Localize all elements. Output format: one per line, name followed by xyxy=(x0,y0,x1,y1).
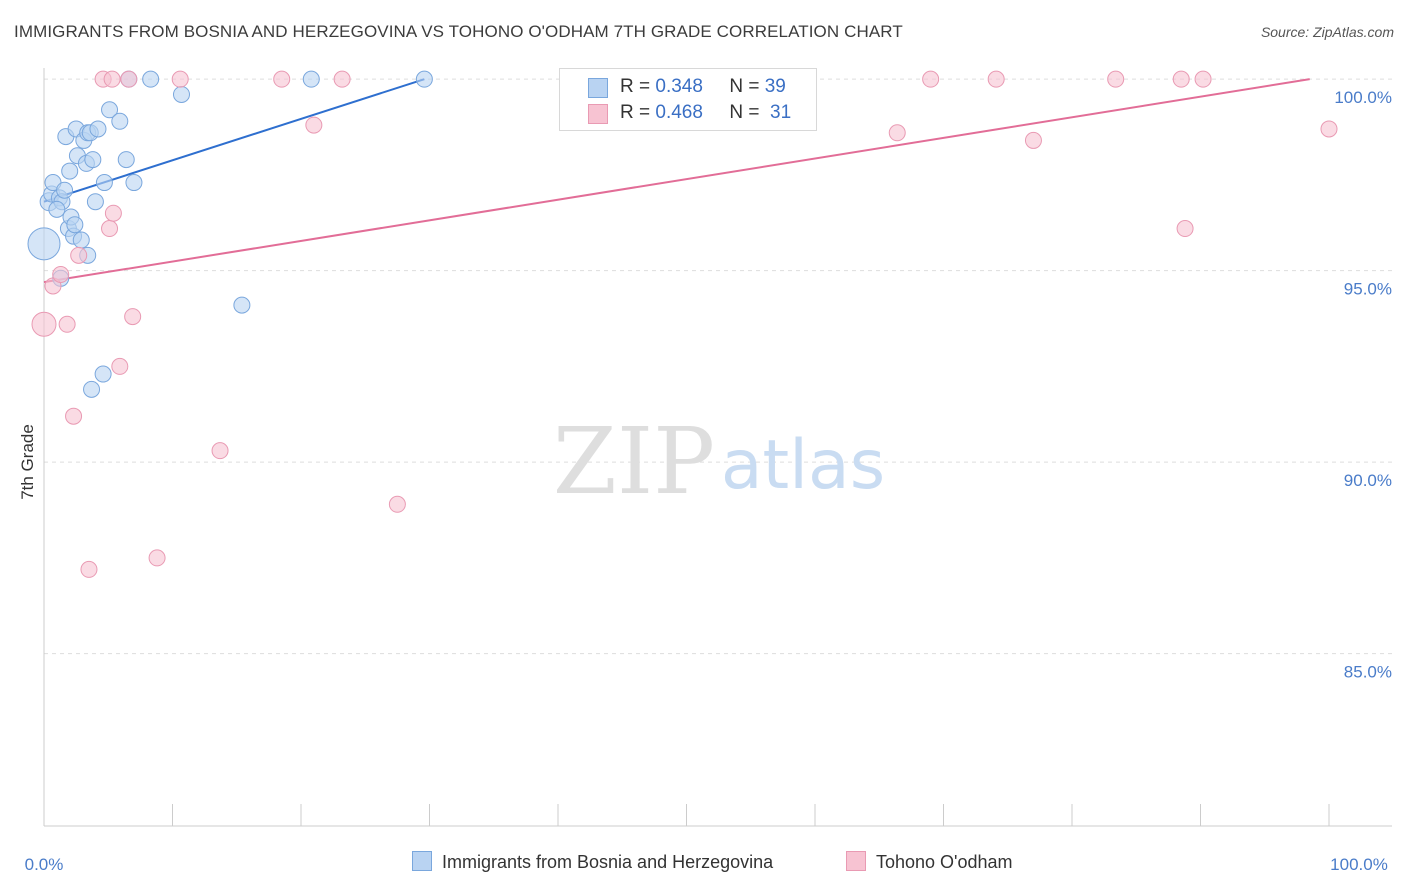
pink-data-point xyxy=(1176,220,1194,238)
x-tick-label: 0.0% xyxy=(25,855,64,874)
r-label: R = xyxy=(620,102,651,123)
pink-data-point xyxy=(388,495,406,513)
blue-data-point xyxy=(94,365,112,383)
bosnia-legend-swatch xyxy=(412,851,432,871)
blue-data-point xyxy=(302,70,320,88)
blue-data-point xyxy=(101,101,119,119)
pink-data-point xyxy=(124,308,142,326)
data-points xyxy=(27,70,1338,578)
axes xyxy=(43,68,1392,827)
blue-data-point xyxy=(86,193,104,211)
pink-data-point xyxy=(52,265,70,283)
blue-data-point xyxy=(56,181,74,199)
blue-data-point xyxy=(66,216,84,234)
y-tick-label: 95.0% xyxy=(1344,280,1392,299)
pink-data-point xyxy=(58,315,76,333)
blue-data-point xyxy=(117,151,135,169)
pink-data-point xyxy=(1024,131,1042,149)
chart-title: IMMIGRANTS FROM BOSNIA AND HERZEGOVINA V… xyxy=(14,22,903,41)
pink-data-point xyxy=(211,442,229,460)
r-value: 0.468 xyxy=(655,102,703,123)
pink-data-point xyxy=(80,560,98,578)
y-tick-label: 100.0% xyxy=(1334,88,1392,107)
pink-data-point xyxy=(70,246,88,264)
legend-item-bosnia[interactable]: Immigrants from Bosnia and Herzegovina xyxy=(412,851,773,873)
watermark: ZIP atlas xyxy=(553,408,885,515)
gridlines xyxy=(44,78,1392,655)
r-value: 0.348 xyxy=(655,76,703,97)
pink-data-point xyxy=(171,70,189,88)
stats-legend: R = 0.348 N = 39 R = 0.468 N = 31 xyxy=(559,68,817,131)
bosnia-swatch xyxy=(588,78,608,98)
pink-data-point xyxy=(273,70,291,88)
watermark-atlas: atlas xyxy=(721,426,885,505)
pink-data-point xyxy=(104,204,122,222)
n-label: N = xyxy=(729,76,760,97)
blue-data-point xyxy=(111,112,129,130)
watermark-zip: ZIP xyxy=(553,408,715,515)
blue-data-point xyxy=(72,231,90,249)
legend-label-bosnia: Immigrants from Bosnia and Herzegovina xyxy=(442,852,774,872)
blue-data-point xyxy=(27,227,61,261)
y-tick-label: 90.0% xyxy=(1344,471,1392,490)
legend-item-tohono[interactable]: Tohono O'odham xyxy=(846,851,1013,873)
blue-data-point xyxy=(48,200,66,218)
blue-data-point xyxy=(233,296,251,314)
blue-data-point xyxy=(89,120,107,138)
legend-label-tohono: Tohono O'odham xyxy=(876,852,1013,872)
pink-data-point xyxy=(31,311,57,337)
pink-data-point xyxy=(101,220,119,238)
blue-data-point xyxy=(125,174,143,192)
pink-data-point xyxy=(120,70,138,88)
tohono-swatch xyxy=(588,104,608,124)
y-axis-title: 7th Grade xyxy=(18,424,37,500)
blue-data-point xyxy=(95,174,113,192)
pink-data-point xyxy=(1320,120,1338,138)
pink-trend-line xyxy=(43,78,1310,284)
pink-data-point xyxy=(148,549,166,567)
pink-data-point xyxy=(103,70,121,88)
pink-data-point xyxy=(333,70,351,88)
blue-data-point xyxy=(172,85,190,103)
pink-data-point xyxy=(111,357,129,375)
n-value: 31 xyxy=(770,102,792,123)
pink-data-point xyxy=(987,70,1005,88)
blue-data-point xyxy=(83,380,101,398)
pink-data-point xyxy=(1107,70,1125,88)
blue-data-point xyxy=(142,70,160,88)
source-label: Source: ZipAtlas.com xyxy=(1260,24,1394,40)
blue-data-point xyxy=(61,162,79,180)
n-value: 39 xyxy=(764,76,786,97)
pink-data-point xyxy=(65,407,83,425)
n-label: N = xyxy=(729,102,760,123)
x-tick-label: 100.0% xyxy=(1330,855,1388,874)
blue-data-point xyxy=(415,70,433,88)
blue-data-point xyxy=(84,151,102,169)
y-tick-labels: 100.0% 95.0% 90.0% 85.0% xyxy=(1334,88,1392,682)
r-label: R = xyxy=(620,76,651,97)
x-tick-labels: 0.0% 100.0% xyxy=(25,855,1388,874)
pink-data-point xyxy=(888,124,906,142)
pink-data-point xyxy=(1172,70,1190,88)
y-tick-label: 85.0% xyxy=(1344,663,1392,682)
pink-data-point xyxy=(305,116,323,134)
pink-data-point xyxy=(922,70,940,88)
pink-data-point xyxy=(1194,70,1212,88)
tohono-legend-swatch xyxy=(846,851,866,871)
